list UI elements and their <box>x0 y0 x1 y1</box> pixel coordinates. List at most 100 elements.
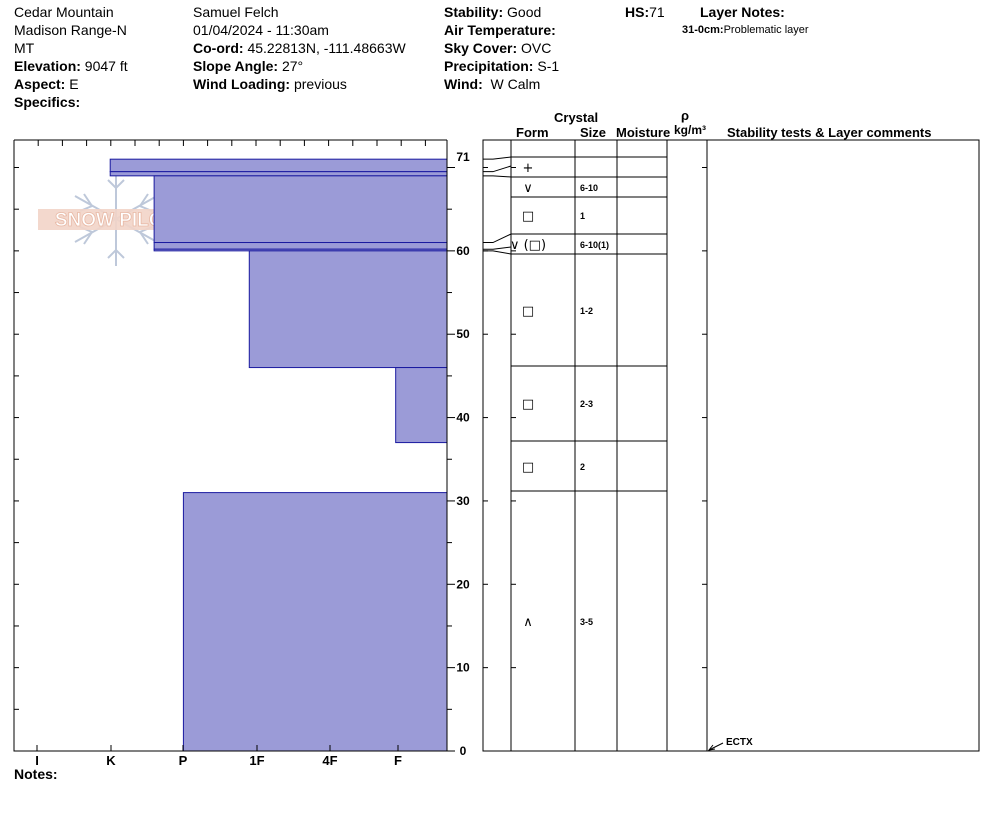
hs-field: HS:71 <box>625 4 665 21</box>
stability-field: Stability: Good <box>444 4 541 21</box>
precip-field: Precipitation: S-1 <box>444 58 559 75</box>
grain-form-symbol: □ <box>522 460 534 475</box>
slope-field: Slope Angle: 27° <box>193 58 303 75</box>
grain-size-value: 1-2 <box>580 306 593 316</box>
hardness-bar <box>395 367 448 444</box>
table-frame <box>482 139 980 752</box>
slope-value: 27° <box>281 58 304 74</box>
aspect-value: E <box>69 76 79 92</box>
layer-connector <box>483 233 512 244</box>
logo-banner <box>38 209 192 230</box>
crystal-header: Crystal <box>554 110 599 125</box>
y-tick-label: 20 <box>456 577 470 591</box>
hardness-bar <box>153 175 448 244</box>
hs-value: 71 <box>649 4 665 20</box>
y-tick-label: 71 <box>456 150 470 164</box>
layer-connector <box>483 165 512 173</box>
notes-label: Notes: <box>14 766 58 782</box>
aspect-field: Aspect: E <box>14 76 79 93</box>
layer-notes-label: Layer Notes: <box>700 4 785 20</box>
coord-field: Co-ord: 45.22813N, -111.48663W <box>193 40 406 57</box>
layer-note-text: Problematic layer <box>723 24 809 36</box>
wind-value: W Calm <box>490 76 541 92</box>
moisture-header: Moisture <box>616 125 671 140</box>
elevation-label: Elevation: <box>14 58 81 74</box>
form-header: Form <box>516 125 549 140</box>
y-tick-label: 40 <box>456 411 470 425</box>
layer-note: 31-0cm:Problematic layer <box>682 24 809 36</box>
stability-test-result: ECTX <box>726 737 753 748</box>
pointer-arrowhead <box>707 744 716 751</box>
grain-form-symbol: □ <box>522 304 534 319</box>
hardness-bar <box>109 171 448 177</box>
grain-form-symbol: □ <box>522 397 534 412</box>
coord-value: 45.22813N, -111.48663W <box>247 40 406 56</box>
slope-label: Slope Angle: <box>193 58 279 74</box>
plot-frame <box>13 140 448 752</box>
y-tick-label: 60 <box>456 244 470 258</box>
y-tick-label: 50 <box>456 327 470 341</box>
stability-label: Stability: <box>444 4 504 20</box>
grain-size-value: 2 <box>580 462 585 472</box>
wind-label: Wind: <box>444 76 483 92</box>
x-tick-label: 1F <box>249 753 264 768</box>
layer-connector <box>483 250 512 255</box>
location-name: Cedar Mountain <box>14 4 114 20</box>
x-tick-label: K <box>106 753 116 768</box>
grain-form-symbol: ∧ <box>523 615 533 630</box>
precip-value: S-1 <box>537 58 560 74</box>
specifics-label: Specifics: <box>14 94 81 110</box>
layer-connector <box>483 156 512 160</box>
wind-field: Wind: W Calm <box>444 76 540 93</box>
y-tick-label: 10 <box>456 661 470 675</box>
wind-loading-field: Wind Loading: previous <box>193 76 347 93</box>
y-tick-label: 0 <box>460 744 467 758</box>
density-unit: kg/m³ <box>674 123 707 137</box>
grain-form-symbol: □ <box>522 209 534 224</box>
hardness-bar <box>248 250 448 369</box>
stability-comments-header: Stability tests & Layer comments <box>727 125 932 140</box>
layer-connector <box>483 246 512 250</box>
sky-cover-label: Sky Cover: <box>444 40 518 56</box>
hardness-bar <box>182 492 448 752</box>
grain-size-value: 6-10(1) <box>580 240 609 250</box>
sky-cover-field: Sky Cover: OVC <box>444 40 551 57</box>
aspect-label: Aspect: <box>14 76 66 92</box>
x-tick-label: P <box>179 753 188 768</box>
grain-size-value: 1 <box>580 211 585 221</box>
air-temp-label: Air Temperature: <box>444 22 556 38</box>
wind-loading-label: Wind Loading: <box>193 76 291 92</box>
sky-cover-value: OVC <box>521 40 552 56</box>
location-state: MT <box>14 40 35 56</box>
x-tick-label: F <box>394 753 402 768</box>
x-tick-label: I <box>35 753 39 768</box>
x-tick-label: 4F <box>322 753 337 768</box>
location-range: Madison Range-N <box>14 22 127 38</box>
stability-value: Good <box>507 4 542 20</box>
precip-label: Precipitation: <box>444 58 534 74</box>
elevation-field: Elevation: 9047 ft <box>14 58 128 75</box>
layer-note-range: 31-0cm: <box>682 24 724 36</box>
size-header: Size <box>580 125 607 140</box>
grain-size-value: 2-3 <box>580 399 593 409</box>
y-tick-label: 30 <box>456 494 470 508</box>
grain-form-symbol: ∨ (□) <box>510 238 546 253</box>
stability-test-pointer <box>708 742 724 751</box>
hardness-bar <box>153 242 448 250</box>
grain-form-symbol: + <box>523 161 534 176</box>
grain-size-value: 6-10 <box>580 183 598 193</box>
density-symbol: ρ <box>681 108 690 123</box>
hardness-bar <box>109 158 448 173</box>
elevation-value: 9047 ft <box>84 58 128 74</box>
grain-form-symbol: ∨ <box>523 181 533 196</box>
coord-label: Co-ord: <box>193 40 244 56</box>
hs-label: HS: <box>625 4 650 20</box>
layer-connector <box>483 175 512 178</box>
observer-name: Samuel Felch <box>193 4 279 20</box>
observation-datetime: 01/04/2024 - 11:30am <box>193 22 329 38</box>
grain-size-value: 3-5 <box>580 617 593 627</box>
logo-text: SNOW PILOT <box>55 210 176 231</box>
wind-loading-value: previous <box>293 76 347 92</box>
